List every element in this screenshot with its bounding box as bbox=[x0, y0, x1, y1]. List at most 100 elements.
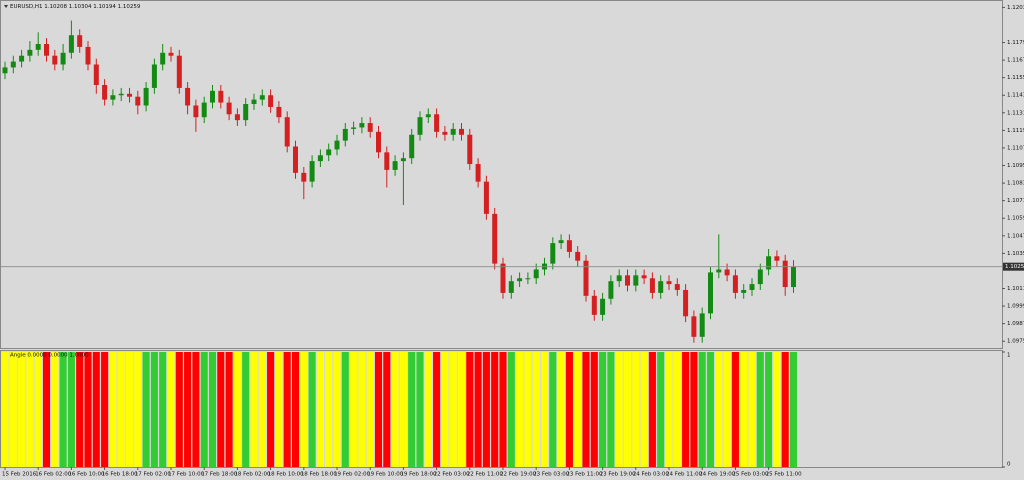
candle-body bbox=[716, 269, 722, 273]
indicator-bar bbox=[109, 352, 117, 467]
indicator-bar bbox=[142, 352, 150, 467]
candle-body bbox=[741, 289, 747, 293]
candle-body bbox=[500, 263, 506, 293]
candle-body bbox=[517, 278, 523, 282]
indicator-bar bbox=[789, 352, 798, 467]
y-tick-label: 1.09990 bbox=[1007, 304, 1024, 310]
indicator-bar bbox=[723, 352, 731, 467]
candle-body bbox=[434, 114, 440, 132]
candle-body bbox=[400, 158, 406, 162]
indicator-bar bbox=[648, 352, 656, 467]
candle-body bbox=[376, 131, 381, 153]
y-tick-label: 1.09870 bbox=[1007, 321, 1024, 327]
candle-body bbox=[633, 275, 639, 286]
candle-body bbox=[384, 152, 390, 170]
indicator-bars bbox=[1, 352, 798, 467]
indicator-bar bbox=[449, 352, 457, 467]
indicator-bar bbox=[291, 352, 300, 467]
y-tick-label: 1.11310 bbox=[1007, 110, 1024, 116]
x-tick-label: 15 Feb 2016 bbox=[2, 472, 37, 478]
indicator-bar bbox=[184, 352, 192, 467]
candle-body bbox=[732, 275, 738, 293]
x-tick-label: 17 Feb 18:00 bbox=[201, 472, 238, 478]
y-tick-label: 1.10470 bbox=[1007, 233, 1024, 239]
y-tick-label: 1.09750 bbox=[1007, 339, 1024, 345]
x-tick-label: 23 Feb 11:00 bbox=[566, 472, 603, 478]
candle-body bbox=[27, 49, 33, 56]
indicator-bar bbox=[300, 352, 308, 467]
candle-body bbox=[425, 114, 431, 118]
indicator-bar bbox=[698, 352, 706, 467]
candle-body bbox=[459, 128, 464, 135]
indicator-bar bbox=[159, 352, 167, 467]
candle-body bbox=[442, 131, 448, 135]
indicator-bar bbox=[740, 352, 748, 467]
candle-body bbox=[19, 55, 25, 62]
candle-body bbox=[10, 61, 16, 68]
indicator-bar bbox=[615, 352, 623, 467]
y-tick-label: 1.12030 bbox=[1007, 5, 1024, 11]
indicator-bar bbox=[781, 352, 789, 467]
candle-body bbox=[77, 35, 83, 47]
candle-body bbox=[2, 67, 8, 74]
indicator-bar bbox=[623, 352, 632, 467]
indicator-bar bbox=[715, 352, 723, 467]
candle-body bbox=[284, 117, 290, 147]
x-tick-label: 18 Feb 02:00 bbox=[234, 472, 271, 478]
candle-body bbox=[135, 96, 141, 106]
candle-body bbox=[508, 281, 514, 293]
candle-body bbox=[276, 106, 282, 118]
candle-body bbox=[326, 149, 332, 156]
candle-body bbox=[550, 243, 556, 264]
candle-body bbox=[649, 278, 655, 293]
indicator-bar bbox=[175, 352, 183, 467]
indicator-bar bbox=[51, 352, 59, 467]
indicator-bar bbox=[150, 352, 158, 467]
indicator-bar bbox=[457, 352, 466, 467]
y-tick-label: 1.11430 bbox=[1007, 93, 1024, 99]
indicator-bar bbox=[366, 352, 374, 467]
indicator-bar bbox=[34, 352, 42, 467]
indicator-bar bbox=[590, 352, 598, 467]
indicator-bar bbox=[773, 352, 781, 467]
indicator-bar bbox=[756, 352, 764, 467]
candle-body bbox=[392, 161, 398, 170]
indicator-bar bbox=[125, 352, 134, 467]
indicator-bar bbox=[399, 352, 407, 467]
indicator-bar bbox=[557, 352, 565, 467]
indicator-bar bbox=[233, 352, 241, 467]
x-tick-label: 19 Feb 10:00 bbox=[367, 472, 404, 478]
indicator-bar bbox=[433, 352, 441, 467]
candle-body bbox=[118, 93, 124, 96]
indicator-bar bbox=[67, 352, 75, 467]
indicator-bar bbox=[9, 352, 17, 467]
indicator-bar bbox=[341, 352, 349, 467]
y-tick-label: 1.10830 bbox=[1007, 181, 1024, 187]
candle-body bbox=[151, 64, 157, 88]
indicator-bar bbox=[208, 352, 217, 467]
indicator-bar bbox=[491, 352, 499, 467]
candle-body bbox=[301, 172, 307, 182]
indicator-bar bbox=[441, 352, 449, 467]
indicator-bar bbox=[192, 352, 200, 467]
indicator-bar bbox=[59, 352, 67, 467]
indicator-bar bbox=[101, 352, 109, 467]
indicator-bar bbox=[18, 352, 26, 467]
candle-body bbox=[201, 102, 207, 118]
x-tick-label: 16 Feb 18:00 bbox=[102, 472, 139, 478]
indicator-bar bbox=[632, 352, 640, 467]
candle-body bbox=[317, 155, 323, 162]
y-tick-label: 1.10710 bbox=[1007, 198, 1024, 204]
indicator-bar bbox=[134, 352, 142, 467]
indicator-bar bbox=[574, 352, 582, 467]
y-tick-label: 1.10590 bbox=[1007, 216, 1024, 222]
indicator-bar bbox=[499, 352, 507, 467]
candle-body bbox=[525, 278, 531, 280]
candle-body bbox=[749, 284, 755, 290]
candle-body bbox=[218, 90, 224, 103]
chart-title: EURUSD,H1 1.10208 1.10304 1.10194 1.1025… bbox=[10, 4, 141, 10]
indicator-bar bbox=[682, 352, 690, 467]
indicator-panel bbox=[0, 350, 1003, 468]
indicator-bar bbox=[665, 352, 673, 467]
